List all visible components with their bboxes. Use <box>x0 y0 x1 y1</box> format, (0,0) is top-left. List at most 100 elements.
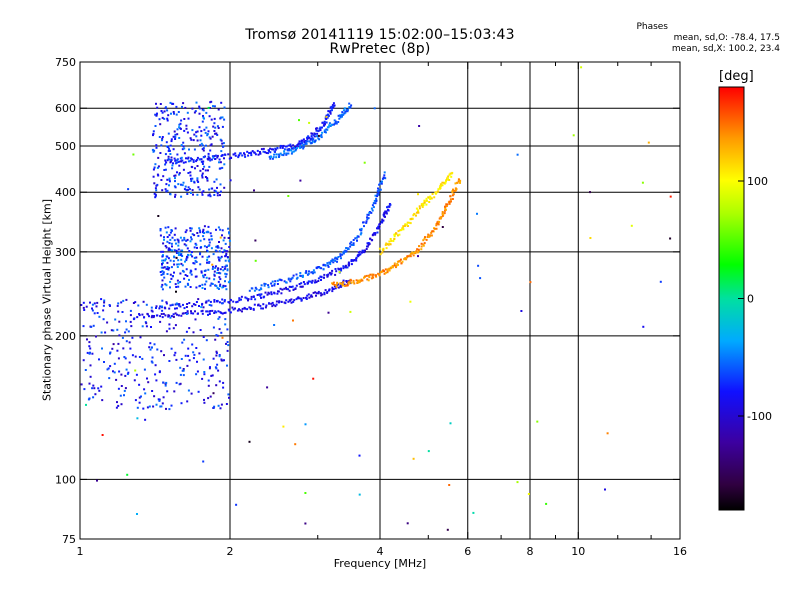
data-point <box>359 228 361 231</box>
colorbar-tick-label: -100 <box>747 410 772 423</box>
data-point <box>290 147 293 150</box>
data-point <box>343 107 346 110</box>
data-point <box>336 260 338 263</box>
data-point <box>162 266 165 269</box>
data-point <box>253 303 256 306</box>
data-point <box>193 353 196 356</box>
data-point <box>149 348 152 351</box>
data-point <box>191 305 194 308</box>
data-point <box>196 312 199 315</box>
data-point <box>113 371 116 374</box>
data-point <box>100 298 103 301</box>
data-point <box>448 179 451 181</box>
data-point <box>444 181 447 184</box>
data-point <box>177 285 180 288</box>
data-point <box>136 316 139 319</box>
data-point <box>371 273 374 276</box>
data-point <box>191 158 193 161</box>
data-point <box>177 282 180 285</box>
data-point <box>280 145 282 147</box>
data-point <box>167 132 170 135</box>
data-point <box>162 259 165 262</box>
data-point <box>138 314 141 317</box>
data-point <box>417 255 419 258</box>
data-point <box>224 153 227 156</box>
data-point <box>160 250 163 253</box>
data-point <box>88 341 91 344</box>
data-point <box>188 250 191 252</box>
data-point <box>218 158 221 161</box>
data-point <box>163 169 166 171</box>
data-point <box>175 307 178 310</box>
data-point <box>117 302 120 305</box>
data-point <box>201 191 203 194</box>
data-point <box>216 286 219 289</box>
data-point <box>191 189 194 192</box>
data-point <box>164 307 167 310</box>
data-point <box>187 253 189 256</box>
data-point <box>136 417 139 420</box>
data-point <box>402 228 405 231</box>
data-point <box>227 393 230 396</box>
data-point <box>283 287 286 290</box>
data-point <box>219 228 222 231</box>
data-point <box>165 161 168 164</box>
data-point <box>254 239 257 242</box>
data-point <box>170 404 173 407</box>
data-point <box>641 181 644 184</box>
data-point <box>208 255 211 258</box>
data-point <box>443 212 446 215</box>
data-point <box>377 189 380 192</box>
data-point <box>196 370 199 373</box>
data-point <box>159 229 162 232</box>
data-point <box>188 302 191 304</box>
data-point <box>323 293 326 296</box>
data-point <box>254 286 257 289</box>
data-point <box>173 390 176 393</box>
data-point <box>151 148 154 151</box>
data-point <box>151 310 154 313</box>
data-point <box>219 167 222 170</box>
data-point <box>425 203 428 206</box>
data-point <box>280 292 283 295</box>
data-point <box>226 250 229 253</box>
data-point <box>170 159 173 162</box>
data-point <box>108 304 111 306</box>
data-point <box>215 352 218 354</box>
data-point <box>238 154 241 157</box>
data-point <box>301 285 304 288</box>
data-point <box>376 190 379 193</box>
data-point <box>418 245 420 248</box>
data-point <box>215 190 218 193</box>
data-point <box>389 243 392 246</box>
data-point <box>319 126 322 129</box>
data-point <box>254 153 257 156</box>
data-point <box>183 338 186 341</box>
data-point <box>191 177 194 180</box>
data-point <box>355 256 358 259</box>
data-point <box>94 393 97 396</box>
data-point <box>207 245 210 247</box>
data-point <box>194 318 197 321</box>
data-point <box>148 405 151 408</box>
data-point <box>248 440 251 443</box>
data-point <box>161 402 164 405</box>
data-point <box>92 384 95 387</box>
data-point <box>201 303 203 306</box>
data-point <box>199 252 202 255</box>
data-point <box>180 262 183 265</box>
data-point <box>279 152 282 155</box>
data-point <box>437 223 440 226</box>
data-point <box>193 262 196 265</box>
data-point <box>210 118 213 121</box>
data-point <box>431 193 434 195</box>
data-point <box>409 252 412 255</box>
data-point <box>168 234 171 237</box>
data-point <box>163 354 165 357</box>
data-point <box>205 276 208 279</box>
data-point <box>344 111 347 114</box>
data-point <box>262 150 265 153</box>
data-point <box>325 128 328 131</box>
data-point <box>315 129 318 132</box>
data-point <box>270 293 273 296</box>
